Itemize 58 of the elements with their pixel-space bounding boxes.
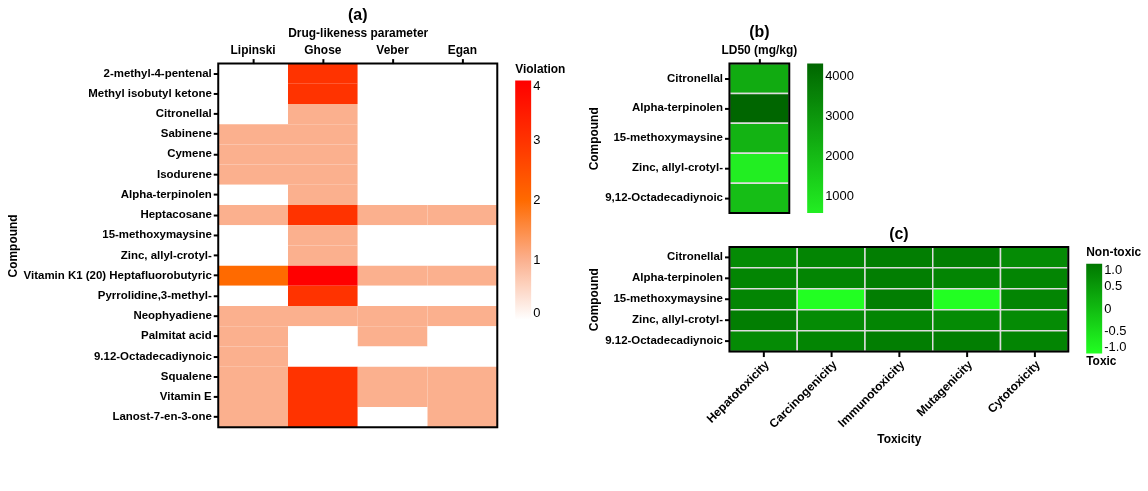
y-tick-label: 15-methoxymaysine [613, 292, 723, 305]
y-tick-label: Citronellal [666, 250, 723, 263]
color-bar-label: 2 [533, 192, 541, 208]
color-bar-label: 1000 [825, 187, 854, 203]
y-tick-label: Alpha-terpinolen [120, 187, 212, 200]
chart-title: (b) [749, 22, 770, 40]
x-tick-label: Egan [447, 43, 477, 58]
text: Toxic [1086, 353, 1117, 368]
color-bar-title: Non-toxic [1086, 244, 1142, 259]
y-tick-label: Citronellal [155, 107, 212, 120]
chart-title: (c) [889, 224, 909, 242]
color-bar-label: 3000 [825, 108, 854, 124]
color-bar-label: 0 [1104, 300, 1112, 316]
color-bar-label: 1.0 [1104, 261, 1123, 277]
y-tick-label: 2-methyl-4-pentenal [103, 66, 212, 79]
y-tick-label: Citronellal [666, 71, 723, 84]
color-bar-label: 2000 [825, 147, 854, 163]
chart-title: (a) [348, 5, 368, 23]
y-tick-label: 15-methoxymaysine [613, 131, 723, 144]
color-bar-label: 1 [533, 251, 541, 267]
y-tick-label: Alpha-terpinolen [631, 271, 723, 284]
y-tick-label: Neophyadiene [133, 309, 212, 322]
y-axis-title: Compound [587, 268, 602, 332]
y-tick-label: Zinc, allyl-crotyl- [120, 248, 212, 261]
y-tick-label: Palmitat acid [141, 329, 212, 342]
y-tick-label: Heptacosane [140, 208, 212, 221]
x-tick-label: LD50 (mg/kg) [721, 43, 798, 58]
x-tick-label: Veber [376, 43, 410, 58]
color-bar-label: 4000 [825, 68, 854, 84]
y-tick-label: Lanost-7-en-3-one [112, 410, 212, 423]
y-axis-title: Compound [5, 214, 20, 278]
y-tick-label: 9.12-Octadecadiynoic [94, 349, 213, 362]
y-tick-label: 9,12-Octadecadiynoic [605, 191, 724, 204]
color-bar-label: 0 [533, 304, 541, 320]
y-axis-title: Compound [587, 107, 602, 171]
y-tick-label: Methyl isobutyl ketone [88, 86, 212, 99]
color-bar-label: -0.5 [1104, 323, 1127, 339]
y-tick-label: 9.12-Octadecadiynoic [605, 334, 724, 347]
color-bar-label: 4 [533, 78, 541, 94]
color-bar-title: Violation [515, 61, 566, 76]
color-bar-label: 3 [533, 132, 541, 148]
y-tick-label: Isodurene [157, 167, 212, 180]
color-bar-label: 0.5 [1104, 278, 1123, 294]
y-tick-label: Zinc, allyl-crotyl- [631, 313, 724, 326]
y-tick-label: Sabinene [160, 127, 212, 140]
x-tick-label: Ghose [304, 43, 342, 58]
y-tick-label: 15-methoxymaysine [102, 228, 212, 241]
y-tick-label: Vitamin K1 (20) Heptafluorobutyric [23, 268, 213, 281]
y-tick-label: Alpha-terpinolen [631, 101, 723, 114]
y-tick-label: Pyrrolidine,3-methyl- [97, 288, 212, 301]
y-tick-label: Vitamin E [159, 389, 213, 402]
color-bar-label: -1.0 [1104, 338, 1127, 354]
x-axis-title: Toxicity [877, 432, 922, 447]
x-axis-title: Drug-likeness parameter [288, 26, 429, 41]
y-tick-label: Zinc, allyl-crotyl- [631, 161, 724, 174]
y-tick-label: Squalene [160, 369, 212, 382]
x-tick-label: Lipinski [230, 43, 276, 58]
y-tick-label: Cymene [167, 147, 212, 160]
